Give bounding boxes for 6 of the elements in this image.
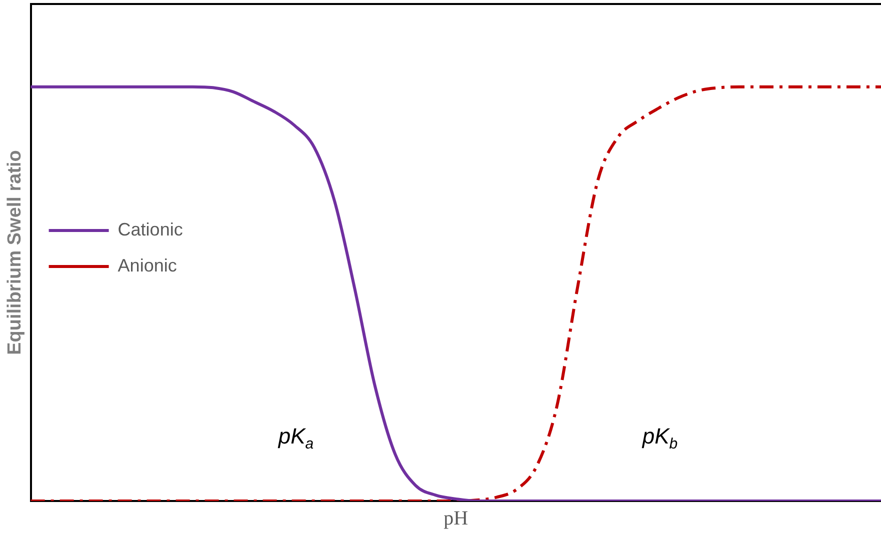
annotation: pK$_{a}$	[278, 423, 314, 453]
annotation: pK$_{b}$	[642, 423, 678, 453]
legend-label: Anionic	[118, 255, 177, 276]
y-axis-title: Equilibrium Swell ratio	[4, 150, 26, 355]
x-axis-title: pH	[444, 507, 468, 530]
legend-label: Cationic	[118, 219, 183, 240]
